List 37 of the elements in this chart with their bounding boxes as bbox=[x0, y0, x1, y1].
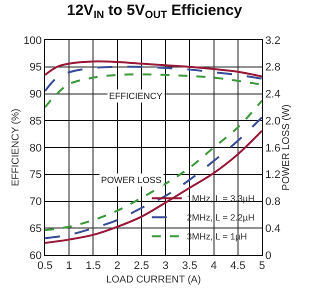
x-tick-label: 1 bbox=[66, 260, 72, 272]
x-tick-label: 2.5 bbox=[134, 260, 150, 272]
x-tick-label: 0.5 bbox=[37, 260, 53, 272]
annotation: EFFICIENCY bbox=[109, 91, 163, 101]
y-tick-label: 60 bbox=[30, 250, 42, 262]
x-tick-label: 4.5 bbox=[230, 260, 246, 272]
y-tick-label: 95 bbox=[30, 62, 42, 74]
y-tick-label: 85 bbox=[30, 115, 42, 128]
y2-tick-label: 0.4 bbox=[265, 222, 280, 235]
y2-tick-label: 2.8 bbox=[265, 62, 280, 74]
line-series bbox=[45, 60, 262, 78]
y2-tick-label: 1.6 bbox=[265, 142, 280, 154]
x-axis-title: LOAD CURRENT (A) bbox=[106, 274, 201, 286]
line-series bbox=[45, 99, 262, 232]
y-tick-label: 100 bbox=[23, 34, 42, 47]
y-axis-title: EFFICIENCY (%) bbox=[10, 108, 22, 186]
x-tick-label: 2 bbox=[114, 260, 120, 272]
y-tick-label: 70 bbox=[30, 196, 42, 208]
y2-tick-label: 2.4 bbox=[265, 88, 280, 101]
y2-tick-label: 2.0 bbox=[265, 115, 280, 128]
y2-tick-label: 1.2 bbox=[265, 169, 280, 182]
y2-axis-title: POWER LOSS (W) bbox=[280, 104, 292, 191]
y-tick-label: 80 bbox=[30, 142, 42, 154]
y-tick-label: 75 bbox=[30, 169, 42, 182]
chart-title: 12V$_{IN}$ to 5V$_{OUT}$ Efficiency bbox=[66, 2, 243, 22]
y-tick-label: 65 bbox=[30, 222, 42, 235]
y2-tick-label: 3.2 bbox=[265, 34, 280, 47]
x-tick-label: 5 bbox=[258, 260, 266, 272]
x-tick-label: 1.5 bbox=[86, 260, 101, 272]
y2-tick-label: 0 bbox=[265, 250, 272, 262]
y2-tick-label: 0.8 bbox=[265, 196, 280, 208]
annotation: POWER LOSS bbox=[101, 175, 162, 185]
x-tick-label: 4 bbox=[210, 260, 217, 272]
y-tick-label: 90 bbox=[30, 88, 42, 101]
x-tick-label: 3 bbox=[162, 260, 169, 272]
line-series bbox=[45, 73, 262, 108]
x-tick-label: 3.5 bbox=[182, 260, 198, 272]
